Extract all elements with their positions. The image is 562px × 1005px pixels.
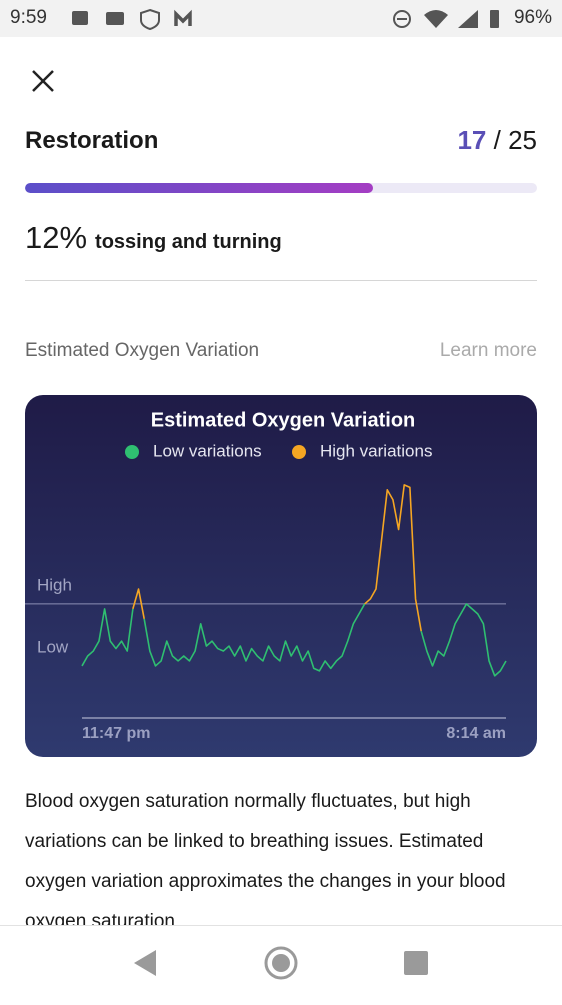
x-tick-label: 11:47 pm — [82, 725, 150, 742]
status-bar: 9:59 96% — [0, 0, 562, 37]
legend-dot — [292, 445, 306, 459]
chart-card — [25, 395, 537, 757]
nav-bar — [0, 925, 562, 1000]
recents-button[interactable] — [404, 951, 428, 975]
metric-value: 12% — [25, 220, 88, 255]
progress-fill — [25, 183, 374, 193]
nav-icons — [134, 946, 428, 980]
home-button[interactable] — [264, 946, 298, 980]
data-line — [143, 603, 366, 672]
data-line — [420, 603, 507, 677]
data-line — [132, 588, 145, 619]
y-tick-label: High — [37, 575, 72, 594]
score-value: 17 — [457, 125, 487, 155]
system-icons — [393, 10, 499, 28]
progress-track — [25, 183, 537, 193]
legend-label: High variations — [320, 441, 432, 460]
metric-label: tossing and turning — [95, 231, 282, 253]
learn-more-link[interactable]: Learn more — [439, 340, 537, 361]
chart-title: Estimated Oxygen Variation — [151, 409, 416, 431]
data-line — [364, 484, 422, 632]
separator: / — [493, 125, 501, 155]
x-tick-label: 8:14 am — [446, 725, 506, 742]
score: 17 / 25 — [457, 125, 537, 156]
battery: 96% — [513, 7, 552, 28]
metric: 12% tossing and turning — [25, 220, 282, 256]
back-button[interactable] — [134, 950, 156, 976]
close-button[interactable] — [30, 68, 56, 94]
y-tick-label: Low — [37, 637, 69, 656]
clock: 9:59 — [10, 7, 47, 28]
data-line — [81, 608, 134, 667]
status-icons — [72, 8, 192, 30]
divider — [25, 280, 537, 281]
score-total: 25 — [508, 125, 537, 155]
legend-label: Low variations — [153, 441, 262, 460]
section-title: Restoration — [25, 127, 159, 154]
section-label: Estimated Oxygen Variation — [25, 340, 260, 361]
description: Blood oxygen saturation normally fluctua… — [25, 791, 506, 932]
legend-dot — [125, 445, 139, 459]
